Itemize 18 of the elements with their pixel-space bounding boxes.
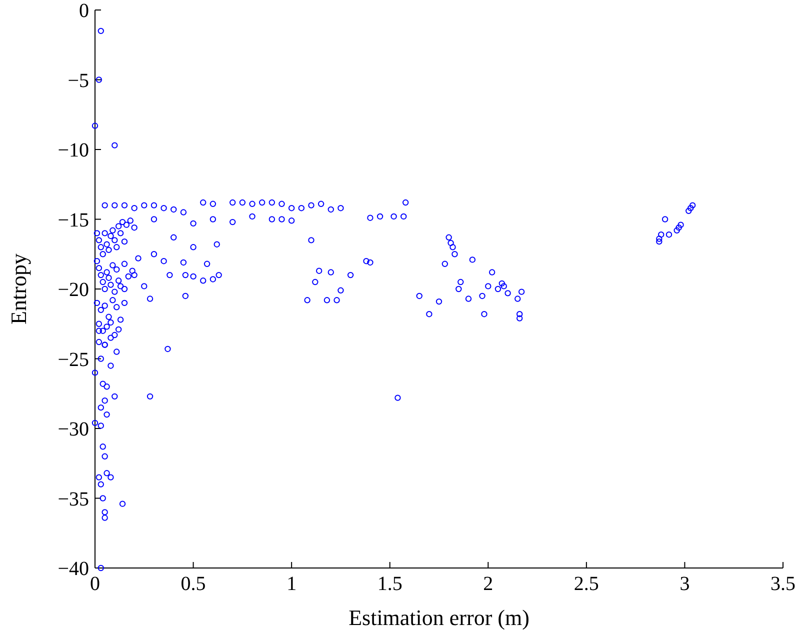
y-tick-label: −40 bbox=[58, 558, 89, 580]
x-tick-label: 1 bbox=[286, 573, 297, 595]
x-tick-label: 0.5 bbox=[180, 573, 206, 595]
y-tick-label: 0 bbox=[79, 0, 89, 22]
y-tick-label: −30 bbox=[58, 418, 89, 440]
x-axis-title: Estimation error (m) bbox=[348, 605, 530, 630]
y-tick-label: −20 bbox=[58, 279, 89, 301]
y-tick-label: −5 bbox=[68, 70, 89, 92]
y-tick-label: −10 bbox=[58, 140, 89, 162]
x-tick-label: 2 bbox=[483, 573, 494, 595]
x-tick-label: 3 bbox=[680, 573, 690, 595]
y-tick-label: −35 bbox=[58, 488, 89, 510]
x-tick-label: 2.5 bbox=[574, 573, 599, 595]
y-tick-label: −25 bbox=[58, 348, 89, 371]
x-tick-label: 3.5 bbox=[770, 573, 796, 595]
x-tick-label: 1.5 bbox=[377, 573, 402, 595]
y-axis-title: Entropy bbox=[6, 254, 31, 324]
y-tick-label: −15 bbox=[58, 209, 89, 232]
